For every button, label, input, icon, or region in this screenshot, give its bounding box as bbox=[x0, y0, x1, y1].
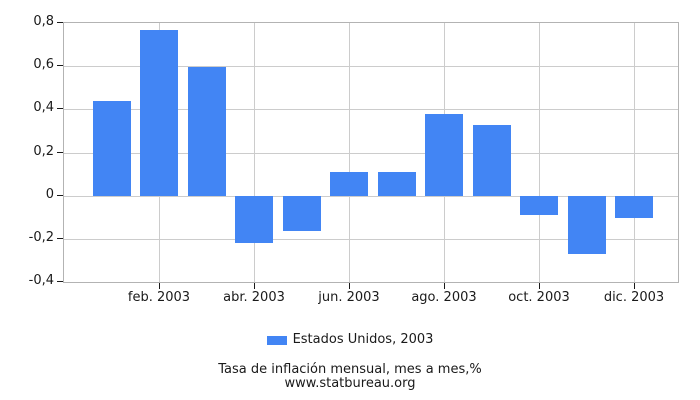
x-axis-label: dic. 2003 bbox=[603, 290, 665, 305]
y-axis-tick bbox=[57, 238, 63, 239]
y-axis-label: 0,8 bbox=[33, 14, 54, 29]
y-axis-tick bbox=[57, 65, 63, 66]
bar-jun-2003 bbox=[330, 172, 368, 196]
h-gridline bbox=[64, 239, 678, 240]
v-gridline bbox=[539, 23, 540, 282]
source-url: www.statbureau.org bbox=[284, 376, 416, 391]
x-axis-tick bbox=[349, 283, 350, 289]
chart-legend: Estados Unidos, 2003 bbox=[0, 332, 700, 348]
bar-feb-2003 bbox=[140, 30, 178, 196]
bar-oct-2003 bbox=[520, 196, 558, 215]
legend-swatch bbox=[266, 335, 287, 345]
x-axis-tick bbox=[634, 283, 635, 289]
chart-footer: Tasa de inflación mensual, mes a mes,% w… bbox=[0, 363, 700, 390]
v-gridline bbox=[254, 23, 255, 282]
legend-label: Estados Unidos, 2003 bbox=[292, 332, 434, 347]
bar-may-2003 bbox=[283, 196, 321, 231]
y-axis-label: -0,2 bbox=[28, 230, 54, 245]
h-gridline bbox=[64, 109, 678, 110]
y-axis-label: 0,4 bbox=[33, 100, 54, 115]
h-gridline bbox=[64, 66, 678, 67]
y-axis-label: 0,6 bbox=[33, 57, 54, 72]
bar-abr-2003 bbox=[235, 196, 273, 243]
x-axis-label: oct. 2003 bbox=[508, 290, 570, 305]
x-axis-label: jun. 2003 bbox=[318, 290, 380, 305]
bar-mar-2003 bbox=[188, 67, 226, 196]
x-axis-tick bbox=[444, 283, 445, 289]
y-axis-tick bbox=[57, 281, 63, 282]
bar-dic-2003 bbox=[615, 196, 653, 218]
x-axis-tick bbox=[159, 283, 160, 289]
x-axis-tick bbox=[539, 283, 540, 289]
bar-jul-2003 bbox=[378, 172, 416, 196]
y-axis-tick bbox=[57, 108, 63, 109]
v-gridline bbox=[349, 23, 350, 282]
x-axis-label: ago. 2003 bbox=[411, 290, 477, 305]
x-axis-tick bbox=[254, 283, 255, 289]
bar-sep-2003 bbox=[473, 125, 511, 196]
y-axis-label: 0,2 bbox=[33, 144, 54, 159]
y-axis-tick bbox=[57, 22, 63, 23]
chart-title: Tasa de inflación mensual, mes a mes,% bbox=[218, 362, 482, 377]
plot-area bbox=[63, 22, 679, 283]
x-axis-label: abr. 2003 bbox=[223, 290, 285, 305]
bar-ene-2003 bbox=[93, 101, 131, 196]
y-axis-tick bbox=[57, 152, 63, 153]
v-gridline bbox=[634, 23, 635, 282]
y-axis-label: -0,4 bbox=[28, 273, 54, 288]
h-gridline bbox=[64, 196, 678, 197]
y-axis-tick bbox=[57, 195, 63, 196]
bar-ago-2003 bbox=[425, 114, 463, 196]
x-axis-label: feb. 2003 bbox=[127, 290, 191, 305]
bar-nov-2003 bbox=[568, 196, 606, 254]
h-gridline bbox=[64, 153, 678, 154]
y-axis-label: 0 bbox=[45, 187, 54, 202]
